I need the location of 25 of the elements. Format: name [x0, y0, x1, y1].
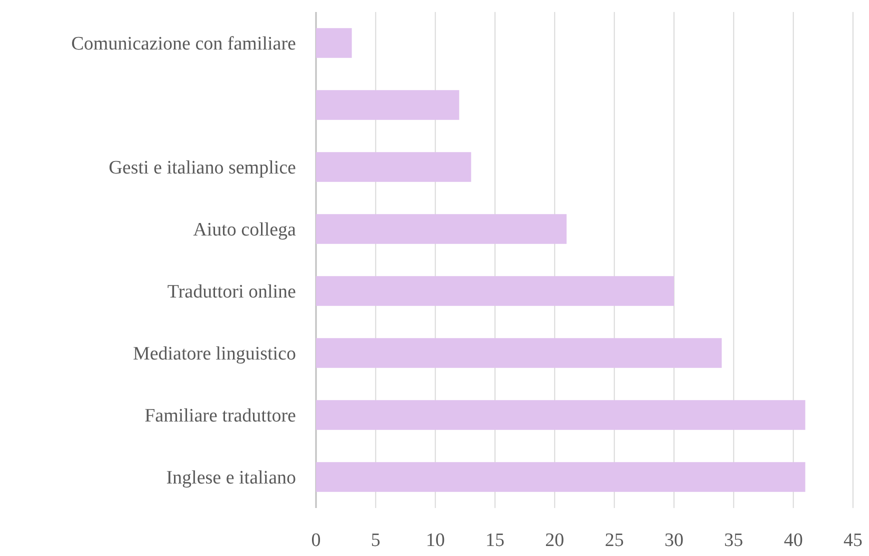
- bar: [316, 400, 806, 430]
- y-tick-label: Mediatore linguistico: [132, 344, 296, 365]
- x-tick-label: 15: [486, 530, 504, 551]
- bar: [316, 338, 722, 368]
- x-tick-label: 25: [604, 530, 624, 551]
- x-tick-label: 45: [844, 530, 862, 551]
- x-tick-label: 35: [724, 530, 744, 551]
- x-tick-label: 0: [311, 530, 321, 551]
- y-tick-label: Traduttori online: [167, 282, 296, 303]
- x-tick-label: 30: [664, 530, 684, 551]
- bar: [316, 276, 674, 306]
- x-tick-label: 40: [784, 530, 803, 551]
- y-tick-label: Inglese e italiano: [166, 468, 296, 489]
- y-tick-label: Familiare traduttore: [144, 406, 296, 427]
- x-tick-label: 5: [370, 530, 380, 551]
- x-tick-label: 10: [426, 530, 445, 551]
- bar: [316, 90, 460, 120]
- x-tick-label: 20: [545, 530, 564, 551]
- y-tick-label: Comunicazione con familiare: [71, 34, 296, 55]
- y-tick-label: Gesti e italiano semplice: [108, 158, 296, 179]
- bar: [316, 28, 352, 58]
- bar: [316, 462, 806, 492]
- bar: [316, 152, 472, 182]
- y-tick-label: Aiuto collega: [193, 220, 297, 241]
- bar: [316, 214, 567, 244]
